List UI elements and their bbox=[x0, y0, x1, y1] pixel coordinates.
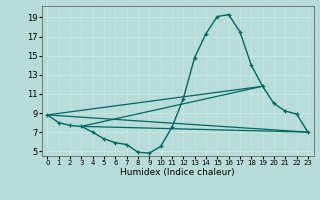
X-axis label: Humidex (Indice chaleur): Humidex (Indice chaleur) bbox=[120, 168, 235, 177]
